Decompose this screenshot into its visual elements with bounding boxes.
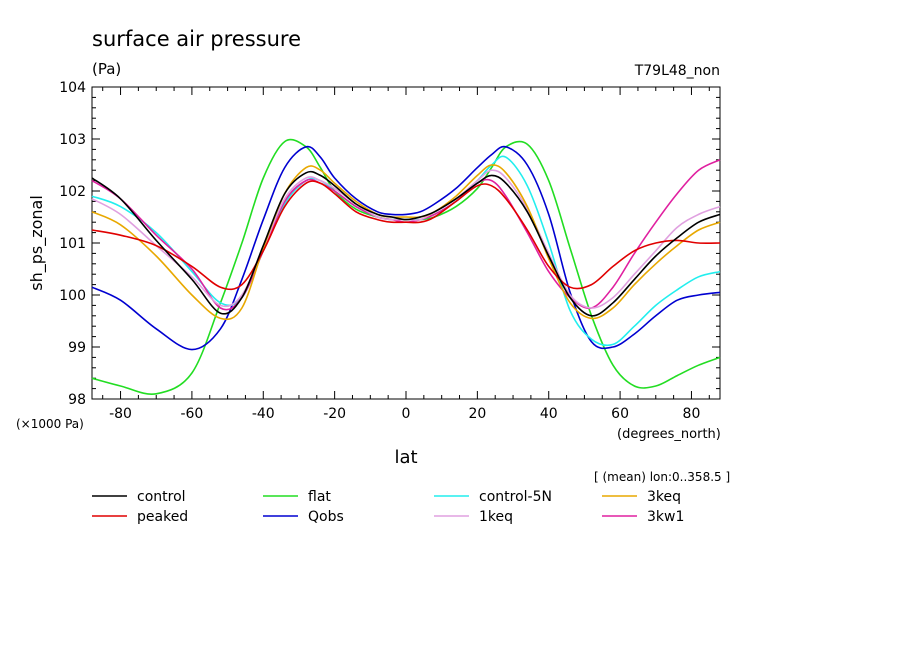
series-lines	[91, 138, 721, 396]
y-tick-label: 100	[59, 288, 86, 304]
y-axis-label: sh_ps_zonal	[27, 195, 47, 291]
y-axis: 98 99 100 101 102 103 104	[59, 80, 720, 408]
y-tick-label: 101	[59, 236, 86, 252]
series-line-peaked	[91, 180, 721, 291]
y-tick-label: 98	[68, 392, 86, 408]
chart-title: surface air pressure	[92, 27, 301, 51]
run-label: T79L48_non	[634, 63, 720, 79]
legend-label: peaked	[137, 509, 188, 525]
y-tick-label: 102	[59, 184, 86, 200]
x-tick-label: 60	[611, 406, 629, 422]
y-tick-label: 99	[68, 340, 86, 356]
x-tick-label: 40	[540, 406, 558, 422]
legend-label: control	[137, 489, 186, 505]
x-axis: -80 -60 -40 -20 0 20 40 60 80	[102, 87, 710, 422]
plot-frame	[91, 86, 721, 400]
series-line-3keq	[91, 164, 721, 321]
y-tick-label: 104	[59, 80, 86, 96]
x-tick-label: 0	[402, 406, 411, 422]
legend-label: 3kw1	[647, 509, 684, 525]
mean-note: [ (mean) lon:0..358.5 ]	[594, 470, 730, 484]
legend-label: control-5N	[479, 489, 552, 505]
legend-label: flat	[308, 489, 331, 505]
series-line-control	[91, 170, 721, 317]
legend-label: 1keq	[479, 509, 513, 525]
x-tick-label: -40	[252, 406, 275, 422]
y-tick-label: 103	[59, 132, 86, 148]
series-line-1keq	[91, 169, 721, 309]
x-tick-label: -80	[109, 406, 132, 422]
legend: control peaked flat Qobs control-5N 1keq 3keq 3…	[92, 489, 684, 525]
x-tick-label: 20	[468, 406, 486, 422]
series-line-control-5n	[91, 155, 721, 347]
series-line-qobs	[91, 145, 721, 351]
x-tick-label: 80	[683, 406, 701, 422]
x-tick-label: -60	[180, 406, 203, 422]
chart-units: (Pa)	[92, 60, 121, 78]
y-scale-label: (×1000 Pa)	[16, 417, 84, 431]
x-axis-label: lat	[394, 447, 417, 468]
series-line-3kw1	[91, 159, 721, 311]
legend-label: 3keq	[647, 489, 681, 505]
x-tick-label: -20	[323, 406, 346, 422]
legend-label: Qobs	[308, 509, 344, 525]
x-units-label: (degrees_north)	[617, 427, 721, 442]
